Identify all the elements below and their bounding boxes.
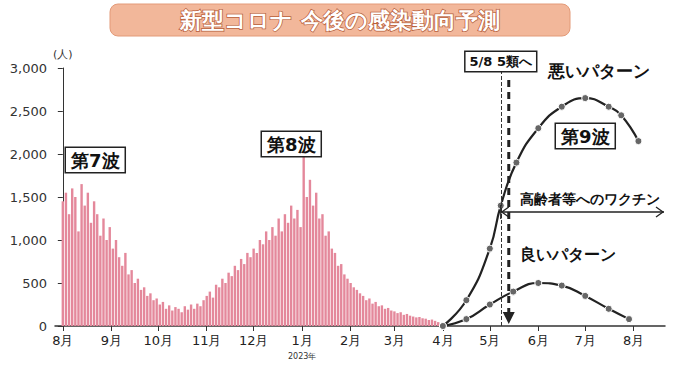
svg-text:2,000: 2,000 [10,147,47,162]
svg-text:悪いパターン: 悪いパターン [547,61,650,81]
svg-text:7月: 7月 [575,333,596,348]
svg-text:1月: 1月 [291,333,312,348]
svg-text:新型コロナ 今後の感染動向予測: 新型コロナ 今後の感染動向予測 [179,8,500,33]
svg-text:5/8 5類へ: 5/8 5類へ [470,54,533,69]
svg-text:第8波: 第8波 [266,134,316,155]
svg-text:良いパターン: 良いパターン [520,245,616,264]
svg-text:8月: 8月 [623,333,644,348]
svg-text:1,000: 1,000 [10,233,47,248]
svg-text:2月: 2月 [340,333,361,348]
svg-text:高齢者等へのワクチン: 高齢者等へのワクチン [520,191,660,207]
svg-text:3月: 3月 [384,333,405,348]
svg-text:12月: 12月 [239,333,269,348]
svg-text:8月: 8月 [52,333,73,348]
svg-text:500: 500 [22,276,47,291]
svg-text:1,500: 1,500 [10,190,47,205]
svg-text:4月: 4月 [432,333,453,348]
svg-text:6月: 6月 [528,333,549,348]
svg-text:11月: 11月 [192,333,222,348]
svg-text:第7波: 第7波 [70,150,120,171]
svg-text:(人): (人) [53,48,73,61]
svg-text:3,000: 3,000 [10,61,47,76]
svg-text:2,500: 2,500 [10,104,47,119]
svg-text:10月: 10月 [143,333,173,348]
svg-text:第9波: 第9波 [560,126,610,147]
svg-text:5月: 5月 [479,333,500,348]
svg-text:0: 0 [39,319,47,334]
svg-text:2023年: 2023年 [288,352,316,361]
svg-text:9月: 9月 [101,333,122,348]
